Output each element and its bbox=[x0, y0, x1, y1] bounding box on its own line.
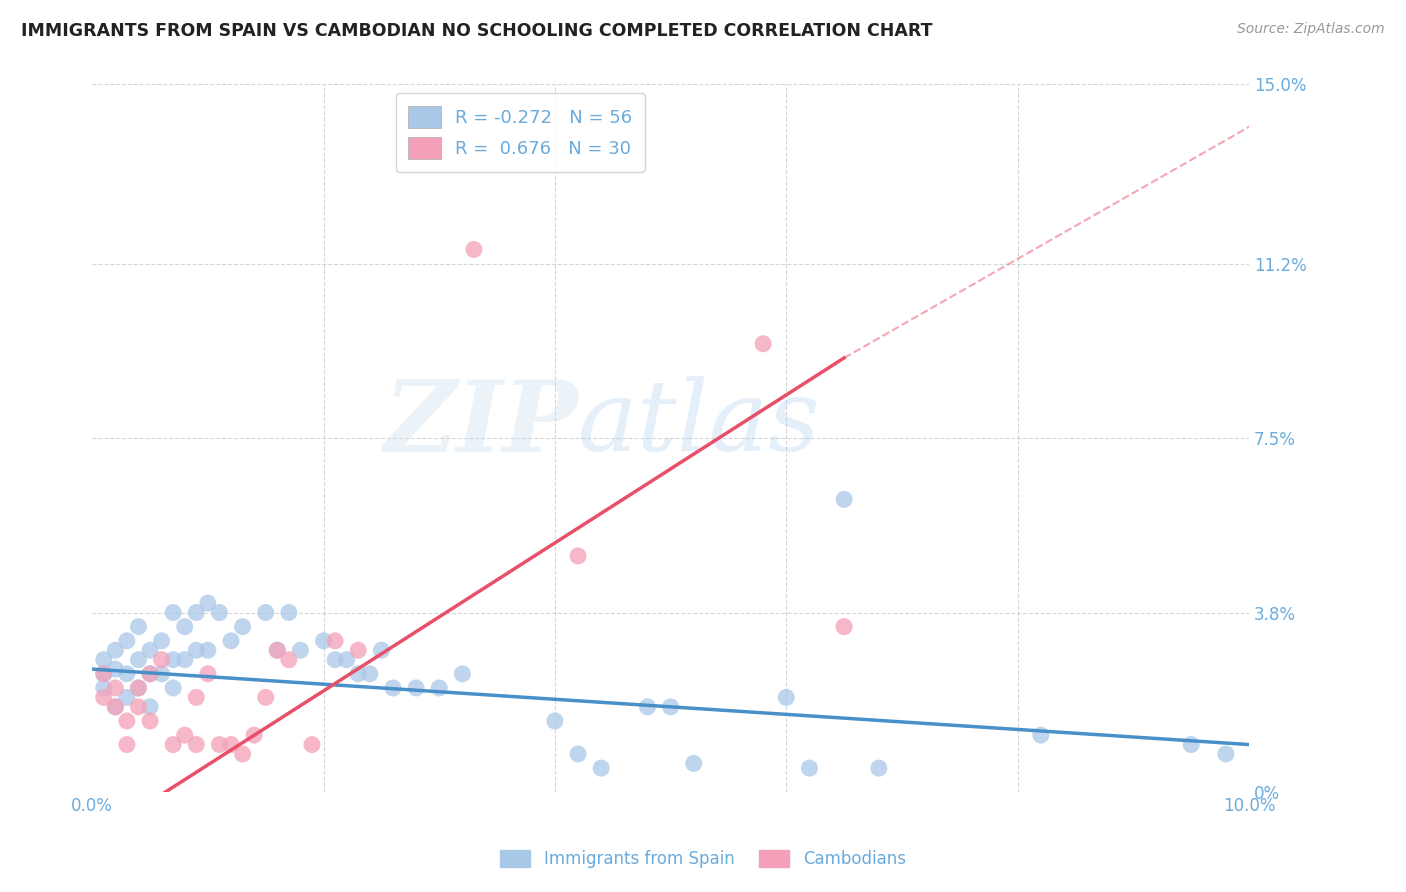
Point bbox=[173, 620, 195, 634]
Point bbox=[381, 681, 404, 695]
Point bbox=[232, 747, 254, 761]
Point bbox=[93, 690, 115, 705]
Point bbox=[405, 681, 427, 695]
Point bbox=[370, 643, 392, 657]
Point bbox=[682, 756, 704, 771]
Point bbox=[139, 643, 162, 657]
Point bbox=[186, 690, 208, 705]
Point bbox=[104, 699, 127, 714]
Legend: R = -0.272   N = 56, R =  0.676   N = 30: R = -0.272 N = 56, R = 0.676 N = 30 bbox=[395, 94, 645, 172]
Y-axis label: No Schooling Completed: No Schooling Completed bbox=[0, 343, 7, 533]
Point bbox=[208, 738, 231, 752]
Point bbox=[139, 714, 162, 728]
Point bbox=[232, 620, 254, 634]
Point bbox=[186, 606, 208, 620]
Point bbox=[463, 243, 485, 257]
Point bbox=[659, 699, 682, 714]
Point bbox=[104, 699, 127, 714]
Point bbox=[323, 653, 346, 667]
Point bbox=[254, 690, 277, 705]
Point bbox=[162, 738, 184, 752]
Point bbox=[832, 620, 855, 634]
Point bbox=[115, 738, 138, 752]
Point bbox=[799, 761, 821, 775]
Point bbox=[323, 633, 346, 648]
Point bbox=[336, 653, 359, 667]
Point bbox=[301, 738, 323, 752]
Point bbox=[277, 653, 299, 667]
Text: ZIP: ZIP bbox=[382, 376, 578, 472]
Text: IMMIGRANTS FROM SPAIN VS CAMBODIAN NO SCHOOLING COMPLETED CORRELATION CHART: IMMIGRANTS FROM SPAIN VS CAMBODIAN NO SC… bbox=[21, 22, 932, 40]
Point bbox=[243, 728, 266, 742]
Point bbox=[752, 336, 775, 351]
Point bbox=[567, 747, 589, 761]
Point bbox=[93, 653, 115, 667]
Point bbox=[832, 492, 855, 507]
Point bbox=[127, 620, 149, 634]
Point bbox=[1180, 738, 1202, 752]
Point bbox=[115, 633, 138, 648]
Point bbox=[359, 666, 381, 681]
Point bbox=[93, 666, 115, 681]
Point bbox=[266, 643, 288, 657]
Point bbox=[150, 653, 173, 667]
Point bbox=[637, 699, 659, 714]
Point bbox=[219, 738, 242, 752]
Point bbox=[162, 681, 184, 695]
Point bbox=[93, 666, 115, 681]
Point bbox=[290, 643, 312, 657]
Point bbox=[775, 690, 797, 705]
Point bbox=[93, 681, 115, 695]
Point bbox=[254, 606, 277, 620]
Point bbox=[162, 653, 184, 667]
Legend: Immigrants from Spain, Cambodians: Immigrants from Spain, Cambodians bbox=[494, 843, 912, 875]
Point bbox=[219, 633, 242, 648]
Point bbox=[427, 681, 450, 695]
Point bbox=[139, 666, 162, 681]
Point bbox=[139, 699, 162, 714]
Point bbox=[277, 606, 299, 620]
Point bbox=[139, 666, 162, 681]
Point bbox=[104, 662, 127, 676]
Point bbox=[127, 681, 149, 695]
Point bbox=[451, 666, 474, 681]
Point bbox=[127, 653, 149, 667]
Text: atlas: atlas bbox=[578, 376, 821, 472]
Point bbox=[186, 738, 208, 752]
Point bbox=[186, 643, 208, 657]
Point bbox=[197, 666, 219, 681]
Point bbox=[591, 761, 613, 775]
Point bbox=[150, 666, 173, 681]
Point bbox=[197, 643, 219, 657]
Text: Source: ZipAtlas.com: Source: ZipAtlas.com bbox=[1237, 22, 1385, 37]
Point bbox=[868, 761, 890, 775]
Point bbox=[104, 643, 127, 657]
Point bbox=[173, 728, 195, 742]
Point bbox=[127, 699, 149, 714]
Point bbox=[544, 714, 567, 728]
Point bbox=[1215, 747, 1237, 761]
Point bbox=[150, 633, 173, 648]
Point bbox=[115, 714, 138, 728]
Point bbox=[1029, 728, 1052, 742]
Point bbox=[567, 549, 589, 563]
Point bbox=[347, 666, 370, 681]
Point bbox=[115, 690, 138, 705]
Point bbox=[312, 633, 335, 648]
Point bbox=[104, 681, 127, 695]
Point bbox=[208, 606, 231, 620]
Point bbox=[115, 666, 138, 681]
Point bbox=[127, 681, 149, 695]
Point bbox=[197, 596, 219, 610]
Point bbox=[173, 653, 195, 667]
Point bbox=[347, 643, 370, 657]
Point bbox=[162, 606, 184, 620]
Point bbox=[266, 643, 288, 657]
